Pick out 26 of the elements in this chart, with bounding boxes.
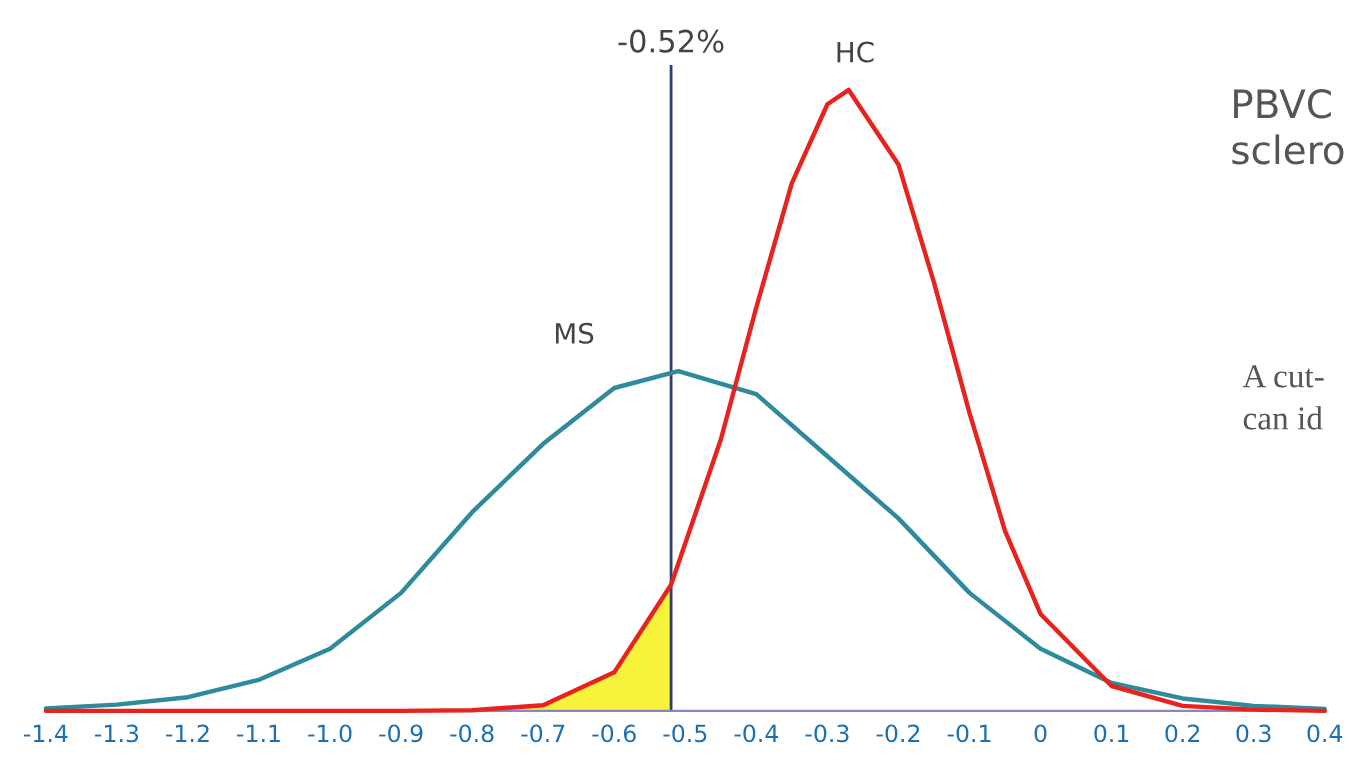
x-tick-label: -0.8 [450, 724, 494, 743]
x-tick-label: 0.3 [1236, 724, 1271, 743]
x-tick-label: -1.3 [95, 724, 139, 743]
x-tick-label: -1.2 [166, 724, 209, 742]
x-tick-label: -0.4 [734, 724, 779, 743]
annotation: PBVC [1234, 89, 1331, 119]
x-tick-label: 0 [1034, 724, 1047, 743]
annotation: A cut- [1242, 365, 1324, 388]
x-tick-label: -0.1 [947, 724, 991, 743]
x-tick-label: -0.2 [876, 724, 920, 743]
x-tick-label: 0.2 [1165, 724, 1200, 743]
annotation: sclero [1232, 134, 1344, 165]
x-tick-label: -0.5 [663, 724, 707, 743]
ref-line-label: -0.52% [618, 29, 724, 53]
series-label: MS [555, 322, 594, 344]
x-tick-label: -0.3 [805, 724, 849, 743]
x-tick-label: 0.4 [1307, 724, 1343, 743]
x-tick-label: 0.1 [1094, 724, 1129, 743]
x-tick-label: -1.1 [237, 724, 280, 742]
annotation: can id [1243, 406, 1323, 430]
series-label: HC [837, 41, 874, 63]
x-tick-label: -1.4 [23, 724, 68, 742]
x-tick-label: -1.0 [308, 724, 352, 743]
x-tick-label: -0.7 [521, 724, 565, 743]
x-tick-label: -0.9 [379, 724, 423, 743]
x-tick-label: -0.6 [592, 724, 636, 743]
